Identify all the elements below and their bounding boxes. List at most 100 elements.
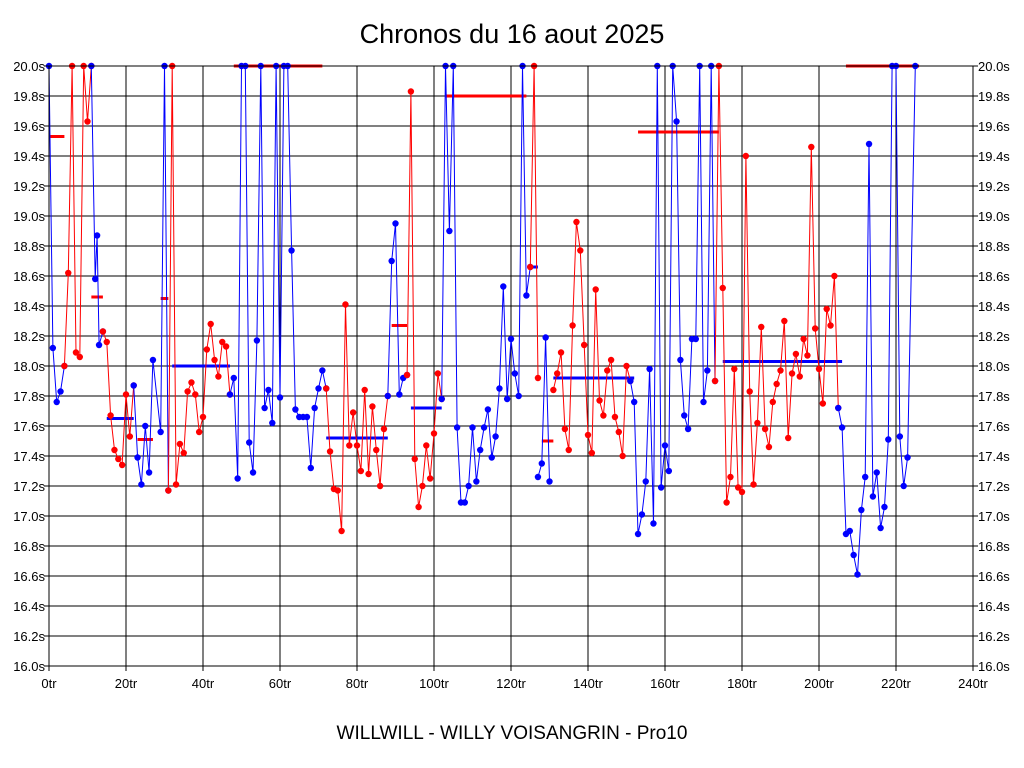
red-data-point: [346, 442, 353, 449]
red-data-point: [623, 362, 630, 370]
red-data-point: [184, 388, 191, 395]
x-tick-label: 0tr: [41, 676, 57, 691]
red-data-point: [115, 455, 122, 463]
red-data-point: [738, 488, 746, 496]
red-data-point: [403, 371, 411, 379]
red-data-point: [122, 391, 130, 398]
red-data-point: [723, 499, 730, 506]
blue-data-point: [292, 406, 299, 413]
red-data-point: [592, 286, 599, 293]
red-data-point: [353, 442, 361, 449]
y-tick-label-right: 17.2s: [978, 479, 1010, 494]
blue-data-point: [492, 433, 499, 440]
y-tick-label-left: 19.2s: [13, 179, 45, 194]
x-tick-label: 200tr: [804, 676, 834, 691]
blue-data-point: [877, 524, 884, 532]
blue-data-point: [862, 473, 869, 481]
red-data-point: [565, 446, 572, 454]
y-tick-label-right: 18.0s: [978, 359, 1010, 374]
red-data-point: [827, 322, 834, 329]
blue-data-point: [515, 392, 522, 400]
blue-data-point: [511, 370, 519, 377]
red-data-point: [731, 365, 738, 373]
red-data-point: [419, 482, 426, 490]
red-data-point: [215, 373, 222, 380]
y-tick-label-left: 16.6s: [13, 569, 45, 584]
blue-data-point: [311, 404, 318, 412]
red-data-point: [76, 353, 84, 361]
blue-data-point: [92, 275, 99, 283]
blue-data-point: [873, 469, 880, 476]
blue-data-point: [896, 433, 904, 440]
red-data-point: [188, 379, 195, 386]
red-data-point: [711, 377, 719, 385]
blue-data-point: [488, 454, 495, 461]
y-tick-label-right: 19.4s: [978, 149, 1010, 164]
y-tick-label-right: 18.6s: [978, 269, 1010, 284]
blue-data-point: [396, 391, 403, 398]
y-tick-label-right: 19.0s: [978, 209, 1010, 224]
red-data-point: [808, 143, 815, 151]
y-tick-label-right: 17.4s: [978, 449, 1010, 464]
red-data-point: [611, 413, 619, 421]
y-tick-label-left: 19.4s: [13, 149, 45, 164]
red-data-point: [323, 385, 330, 392]
red-data-point: [172, 481, 180, 488]
red-data-point: [773, 380, 780, 388]
red-data-point: [619, 452, 626, 460]
blue-data-point: [650, 520, 657, 527]
y-axis-right-ticks: 16.0s 16.2s 16.4s 16.6s 16.8s 17.0s 17.2s 17.4s…: [973, 59, 1010, 674]
red-data-point: [107, 412, 114, 419]
y-tick-label-right: 16.8s: [978, 539, 1010, 554]
y-tick-label-left: 19.0s: [13, 209, 45, 224]
red-series-line: [406, 91, 443, 508]
blue-data-point: [500, 283, 507, 290]
blue-data-point: [484, 406, 492, 413]
red-data-point: [785, 434, 792, 442]
red-data-point: [588, 449, 596, 457]
y-tick-label-left: 19.6s: [13, 119, 45, 134]
red-data-point: [727, 473, 734, 481]
blue-data-point: [542, 334, 549, 341]
red-data-point: [65, 269, 72, 277]
blue-data-point: [461, 499, 468, 506]
series-points: [45, 62, 919, 578]
y-tick-label-left: 18.2s: [13, 329, 45, 344]
y-tick-label-right: 16.0s: [978, 659, 1010, 674]
y-tick-label-left: 18.0s: [13, 359, 45, 374]
red-data-point: [823, 305, 830, 313]
blue-data-point: [835, 404, 842, 412]
blue-data-point: [49, 344, 57, 352]
red-data-point: [407, 88, 415, 95]
blue-data-point: [646, 365, 653, 373]
red-data-point: [203, 346, 211, 353]
blue-data-point: [661, 442, 669, 449]
red-data-point: [534, 374, 542, 382]
chart-title: Chronos du 16 aout 2025: [360, 19, 665, 49]
x-tick-label: 220tr: [881, 676, 911, 691]
red-data-point: [219, 338, 226, 346]
blue-data-point: [838, 424, 846, 431]
blue-data-point: [638, 511, 646, 518]
blue-data-point: [881, 503, 888, 511]
blue-data-point: [93, 232, 101, 239]
blue-data-point: [288, 247, 295, 254]
blue-data-point: [142, 422, 149, 430]
blue-data-point: [469, 424, 476, 431]
red-data-point: [604, 367, 611, 374]
red-data-point: [72, 349, 80, 356]
red-data-point: [222, 343, 230, 350]
red-data-point: [192, 391, 199, 398]
red-data-point: [811, 325, 819, 332]
y-tick-label-left: 19.8s: [13, 89, 45, 104]
blue-data-point: [704, 367, 711, 374]
red-data-point: [607, 356, 615, 364]
red-data-point: [326, 448, 334, 455]
red-data-point: [561, 425, 569, 433]
blue-data-point: [269, 419, 276, 427]
red-data-point: [180, 449, 187, 457]
blue-data-point: [846, 527, 853, 535]
red-data-point: [796, 373, 803, 380]
